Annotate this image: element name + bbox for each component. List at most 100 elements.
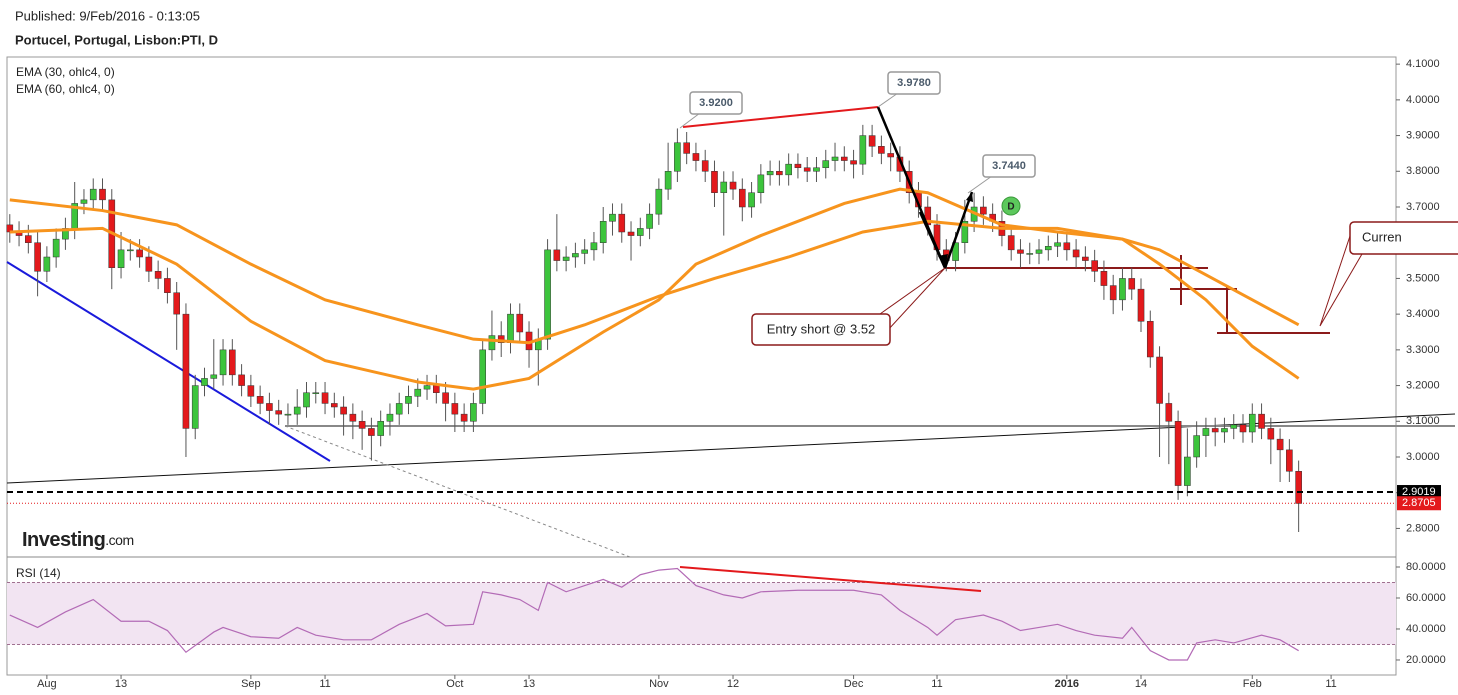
candle-body bbox=[210, 374, 218, 379]
y-tick-label: 4.1000 bbox=[1406, 58, 1440, 70]
candle-body bbox=[1007, 235, 1015, 251]
candle-body bbox=[1239, 424, 1247, 433]
price-tag bbox=[1397, 496, 1441, 511]
candle-body bbox=[182, 313, 190, 429]
candle-body bbox=[664, 171, 672, 190]
callout-pointer bbox=[679, 112, 701, 129]
candle-body bbox=[572, 253, 579, 258]
candle-body bbox=[516, 313, 524, 333]
x-tick-label: Aug bbox=[37, 678, 57, 690]
candle-body bbox=[1128, 278, 1136, 290]
current-callout bbox=[1349, 221, 1458, 255]
x-tick-label: Feb bbox=[1243, 678, 1262, 690]
candle-body bbox=[247, 385, 255, 397]
candle-body bbox=[386, 413, 394, 422]
y-tick-label: 3.0000 bbox=[1406, 451, 1440, 463]
candle-body bbox=[887, 153, 894, 158]
brand-name: Investing bbox=[22, 529, 105, 551]
candle-body bbox=[460, 413, 468, 422]
brand-suffix: .com bbox=[105, 532, 133, 548]
candle-body bbox=[358, 421, 366, 429]
candle-body bbox=[219, 349, 227, 376]
candle-body bbox=[238, 374, 245, 386]
x-tick-label: Sep bbox=[241, 678, 261, 690]
candle-body bbox=[25, 235, 32, 243]
legend-entry: EMA (30, ohlc4, 0) bbox=[16, 65, 115, 79]
candle-body bbox=[627, 231, 635, 236]
y-tick-label: 80.0000 bbox=[1406, 561, 1446, 573]
frame bbox=[6, 56, 1397, 676]
candle-body bbox=[1267, 428, 1275, 440]
candle-body bbox=[1044, 246, 1052, 251]
callout-pointer bbox=[1319, 229, 1363, 327]
candle-body bbox=[349, 413, 357, 422]
candle-body bbox=[1165, 403, 1173, 422]
candle-body bbox=[1119, 278, 1126, 301]
drawings bbox=[6, 106, 1456, 592]
candle-body bbox=[961, 221, 969, 243]
candle-body bbox=[683, 142, 690, 154]
y-tick-label: 40.0000 bbox=[1406, 623, 1446, 635]
candle-body bbox=[89, 188, 97, 201]
candle-body bbox=[423, 385, 431, 390]
candle-body bbox=[720, 181, 728, 193]
rsi-divergence bbox=[679, 566, 982, 592]
entry-text: Entry short @ 3.52 bbox=[767, 321, 876, 336]
marker-text: D bbox=[1007, 202, 1014, 213]
candle-body bbox=[850, 160, 857, 165]
rsi-band bbox=[7, 582, 1396, 645]
candle-body bbox=[1017, 249, 1024, 254]
candle-body bbox=[1295, 471, 1302, 504]
candle-body bbox=[43, 256, 51, 272]
candle-body bbox=[794, 163, 802, 168]
candle-body bbox=[1109, 285, 1117, 301]
candle-body bbox=[859, 135, 867, 165]
x-tick-label: 13 bbox=[115, 678, 127, 690]
candle-body bbox=[618, 213, 626, 233]
candle-body bbox=[1091, 260, 1098, 272]
candle-body bbox=[980, 206, 987, 215]
candle-body bbox=[1072, 249, 1080, 258]
annotations: 3.9200 3.9780 3.7440 Entry short @ 3.52 … bbox=[22, 71, 1458, 551]
y-tick-label: 4.0000 bbox=[1406, 94, 1440, 106]
candle-body bbox=[813, 167, 820, 172]
callout-text: 3.9780 bbox=[897, 77, 931, 89]
candle-body bbox=[655, 188, 663, 215]
y-tick-label: 3.3000 bbox=[1406, 344, 1440, 356]
candle-body bbox=[1082, 256, 1089, 261]
candle-body bbox=[34, 242, 41, 272]
candle-body bbox=[377, 421, 384, 436]
divergence-line bbox=[682, 106, 879, 128]
candle-body bbox=[766, 171, 774, 176]
candle-body bbox=[1276, 438, 1284, 451]
rsi-title: RSI (14) bbox=[16, 566, 61, 580]
candle-body bbox=[822, 160, 830, 168]
candle-body bbox=[331, 403, 338, 408]
candle-body bbox=[1258, 413, 1265, 429]
candle-body bbox=[1146, 321, 1154, 358]
candle-body bbox=[952, 242, 959, 261]
candle-body bbox=[729, 181, 737, 190]
candle-body bbox=[1202, 428, 1210, 436]
x-tick-label: 11 bbox=[1325, 678, 1336, 690]
candle-body bbox=[748, 192, 755, 208]
candle-body bbox=[1184, 456, 1191, 486]
candle-body bbox=[711, 171, 718, 193]
candle-body bbox=[868, 135, 876, 147]
price-tag-label: 2.9019 bbox=[1402, 486, 1436, 498]
callout-pointer bbox=[877, 92, 899, 108]
ema-line bbox=[9, 187, 1300, 391]
candle-body bbox=[312, 392, 320, 394]
rsi-band-group bbox=[7, 581, 1396, 645]
x-tick-label: 2016 bbox=[1055, 678, 1079, 690]
candle-body bbox=[293, 406, 301, 415]
candle-body bbox=[544, 249, 551, 340]
candle-body bbox=[127, 249, 134, 252]
candle-body bbox=[738, 188, 746, 208]
candle-body bbox=[414, 388, 422, 397]
candle-body bbox=[1286, 449, 1293, 472]
candle-body bbox=[117, 249, 125, 268]
x-tick-label: 13 bbox=[523, 678, 535, 690]
candle-body bbox=[80, 199, 88, 204]
